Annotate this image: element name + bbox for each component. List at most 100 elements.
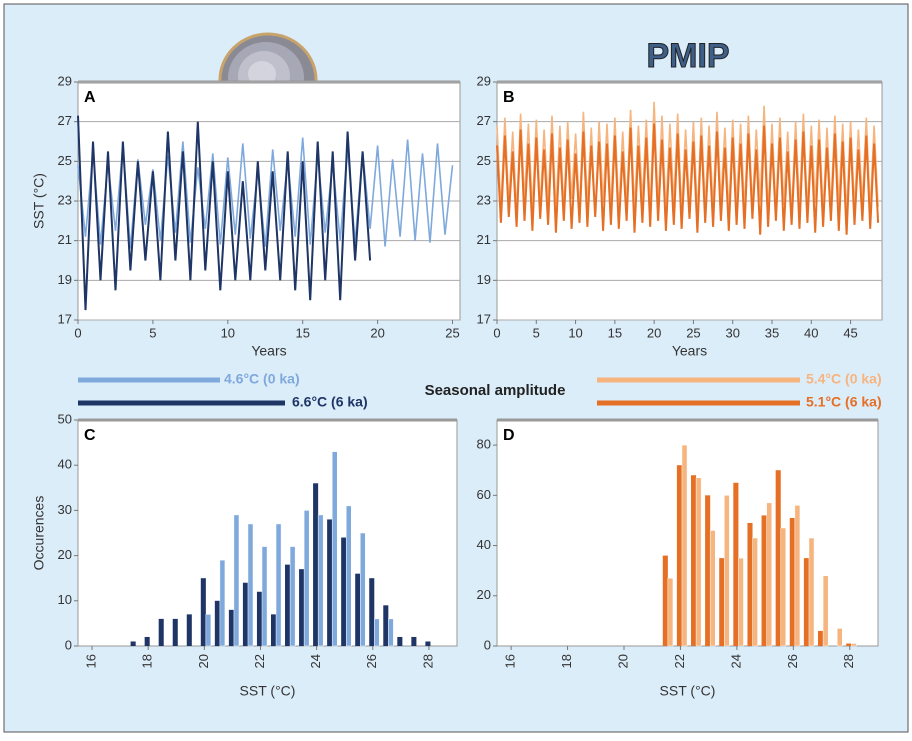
bar (317, 514, 324, 647)
bar (425, 641, 431, 646)
x-tick-label: 20 (647, 325, 661, 340)
bar (738, 557, 744, 647)
bar (242, 582, 248, 646)
bar (836, 628, 843, 647)
y-tick-label: 23 (477, 192, 491, 207)
bar (369, 578, 375, 646)
bar (289, 546, 296, 647)
bar (233, 514, 240, 647)
bar (327, 519, 333, 646)
panel-label: B (503, 89, 515, 106)
bar (761, 515, 767, 646)
bar (360, 532, 366, 647)
y-tick-label: 25 (58, 153, 72, 168)
bar (808, 537, 815, 647)
x-tick-label: 16 (503, 654, 518, 668)
bar (285, 564, 291, 646)
y-axis-label: Occurences (31, 496, 47, 571)
plot-area (496, 419, 879, 647)
x-tick-label: 20 (615, 654, 630, 668)
x-tick-label: 20 (370, 325, 384, 340)
bar (822, 575, 829, 647)
x-tick-label: 18 (559, 654, 574, 668)
bar (695, 477, 702, 647)
bar (205, 614, 212, 647)
y-tick-label: 27 (477, 113, 491, 128)
y-tick-label: 40 (58, 457, 72, 472)
y-tick-label: 50 (58, 411, 72, 426)
bar (247, 523, 254, 647)
bar (411, 636, 417, 646)
bar (780, 527, 787, 647)
bar (705, 495, 711, 646)
panel-label: A (84, 89, 96, 106)
bar (313, 483, 319, 646)
x-tick-label: 40 (804, 325, 818, 340)
bar (130, 641, 136, 646)
bar (775, 470, 781, 646)
bar (803, 558, 809, 646)
x-tick-label: 24 (728, 654, 743, 668)
y-tick-label: 20 (58, 547, 72, 562)
x-axis-label: Years (251, 343, 286, 359)
bar (851, 643, 857, 647)
x-tick-label: 15 (608, 325, 622, 340)
x-tick-label: 28 (841, 654, 856, 668)
bar (374, 618, 380, 647)
panel-label: C (84, 427, 96, 444)
bar (817, 630, 824, 646)
bar (681, 444, 688, 647)
x-axis-label: SST (°C) (240, 683, 296, 699)
bar (270, 614, 277, 646)
y-axis-label: SST (°C) (31, 173, 47, 229)
y-tick-label: 80 (477, 437, 491, 452)
y-tick-label: 25 (477, 153, 491, 168)
x-axis-label: Years (672, 343, 707, 359)
y-tick-label: 19 (477, 272, 491, 287)
legend-label: 6.6°C (6 ka) (292, 394, 368, 410)
bar (186, 614, 192, 646)
bar (667, 577, 674, 647)
y-tick-label: 29 (477, 73, 491, 88)
legend-label: 5.1°C (6 ka) (806, 394, 882, 410)
bar (397, 636, 403, 646)
bar (275, 523, 282, 647)
bar (200, 578, 206, 646)
bar (709, 530, 716, 647)
bar (303, 510, 310, 647)
y-tick-label: 40 (477, 537, 491, 552)
bar (846, 643, 852, 646)
x-tick-label: 25 (686, 325, 700, 340)
x-tick-label: 20 (196, 654, 211, 668)
bar (752, 537, 758, 647)
x-tick-label: 15 (295, 325, 309, 340)
bar (214, 600, 220, 646)
bar (345, 505, 352, 647)
bar (256, 591, 262, 646)
bar (388, 618, 394, 647)
bar (747, 522, 753, 646)
bar (341, 537, 347, 646)
x-tick-label: 22 (672, 654, 687, 668)
y-tick-label: 10 (58, 592, 72, 607)
bar (172, 618, 178, 646)
bar (144, 636, 150, 646)
bar (331, 451, 338, 647)
bar (228, 609, 234, 646)
x-tick-label: 0 (493, 325, 500, 340)
y-tick-label: 19 (58, 272, 72, 287)
logo: PMIP (646, 37, 729, 75)
bar (766, 502, 772, 647)
legend-label: 4.6°C (0 ka) (224, 371, 300, 387)
x-tick-label: 18 (140, 654, 155, 668)
y-tick-label: 29 (58, 73, 72, 88)
y-tick-label: 23 (58, 192, 72, 207)
x-tick-label: 10 (221, 325, 235, 340)
bar (662, 555, 668, 646)
plot-area (77, 419, 458, 647)
bar (676, 465, 682, 646)
bar (789, 517, 795, 646)
y-tick-label: 27 (58, 113, 72, 128)
